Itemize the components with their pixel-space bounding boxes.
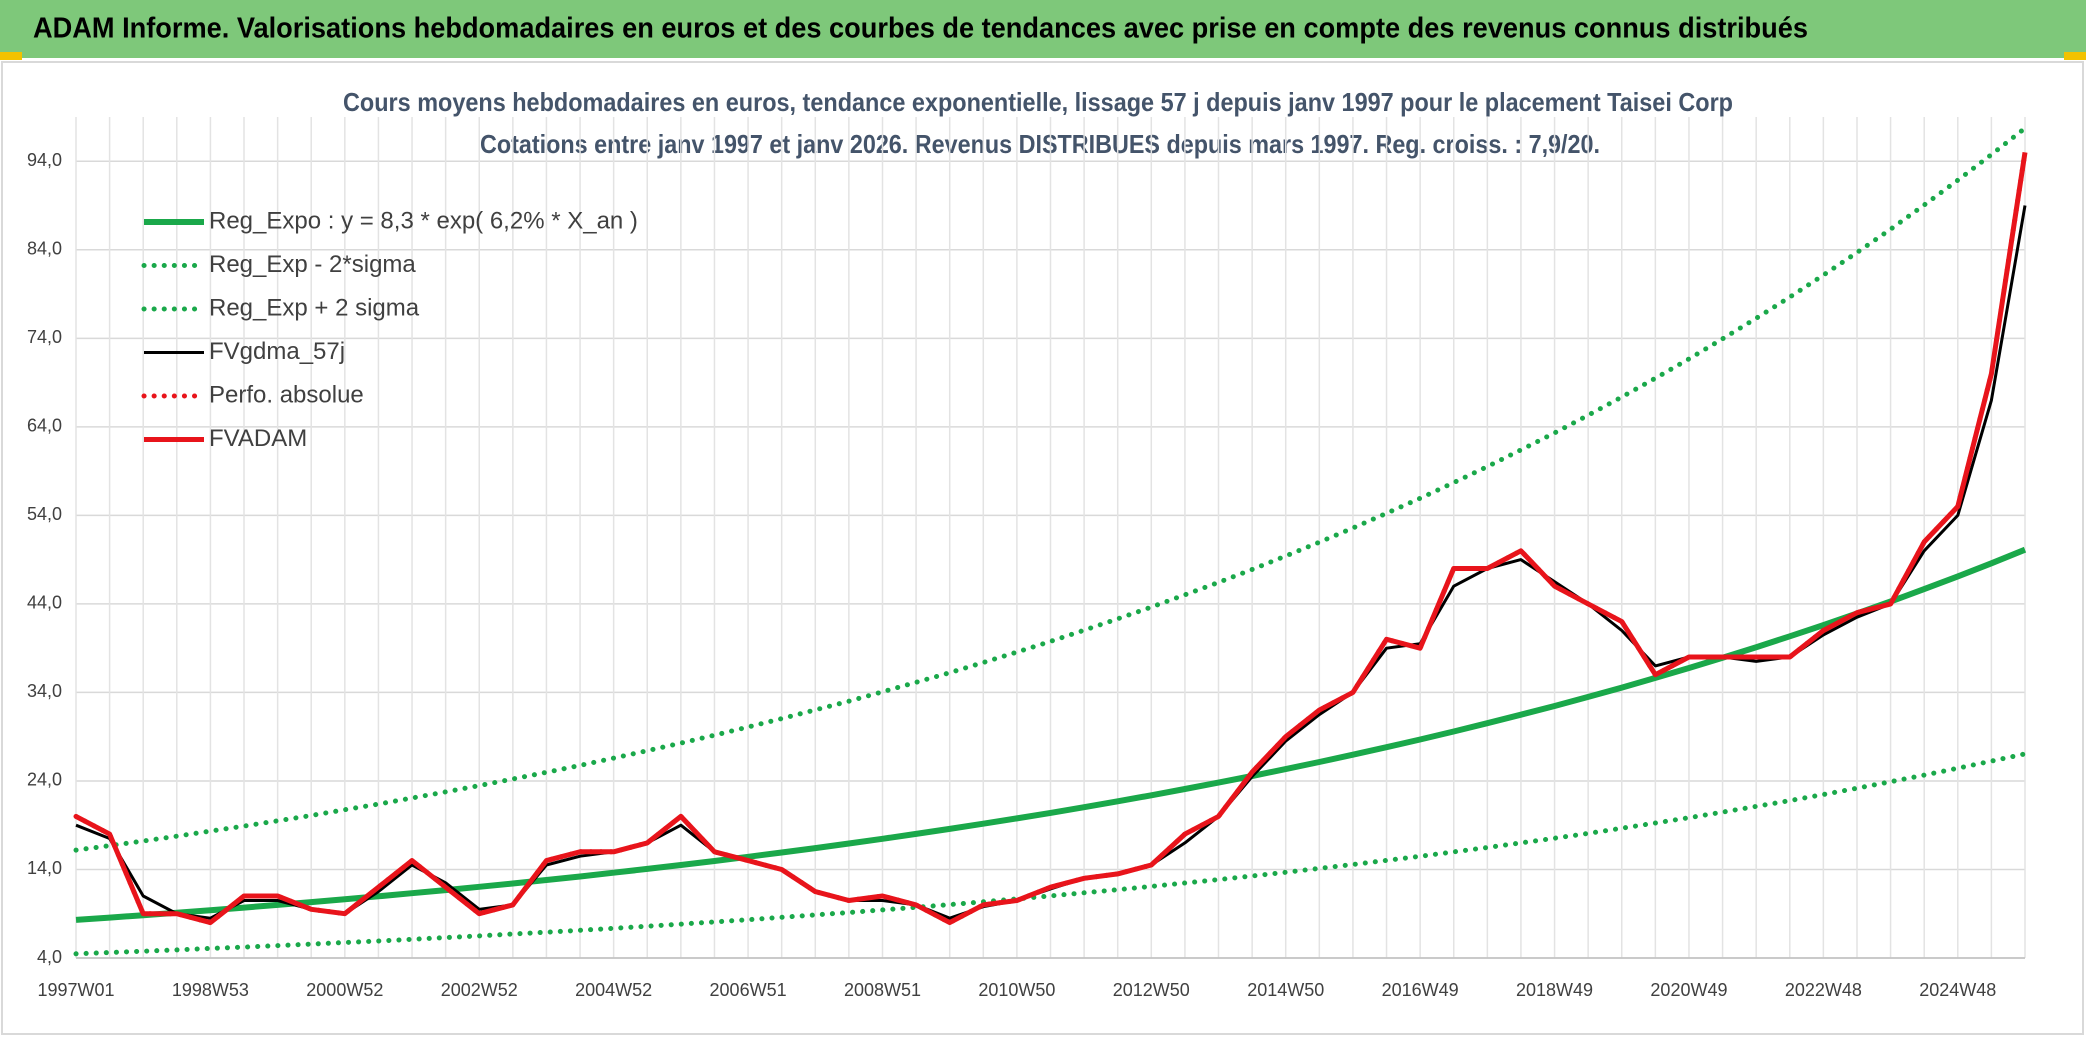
x-tick-label: 2008W51 <box>844 980 921 1000</box>
series-line <box>73 125 2028 853</box>
plot <box>73 125 2028 957</box>
series-line <box>75 546 2027 923</box>
legend: Reg_Expo : y = 8,3 * exp( 6,2% * X_an ) R… <box>141 207 638 452</box>
x-tick-label: 2004W52 <box>575 980 652 1000</box>
y-tick-label: 24,0 <box>27 770 62 790</box>
x-tick-label: 2022W48 <box>1785 980 1862 1000</box>
x-tick-label: 2006W51 <box>710 980 787 1000</box>
y-tick-label: 4,0 <box>37 947 62 967</box>
x-tick-label: 2002W52 <box>441 980 518 1000</box>
legend-label: FVADAM <box>209 425 307 452</box>
x-tick-label: 1998W53 <box>172 980 249 1000</box>
corner-mark <box>2064 52 2086 60</box>
header-title: ADAM Informe. Valorisations hebdomadaire… <box>33 13 1808 45</box>
y-tick-label: 54,0 <box>27 504 62 524</box>
legend-label: Reg_Exp - 2*sigma <box>209 251 416 278</box>
legend-label: FVgdma_57j <box>209 338 345 365</box>
corner-mark <box>0 52 22 60</box>
legend-label: Reg_Exp + 2 sigma <box>209 294 420 321</box>
y-tick-label: 64,0 <box>27 416 62 436</box>
y-tick-label: 44,0 <box>27 593 62 613</box>
chart-border <box>1 61 2084 1035</box>
chart-title: Cours moyens hebdomadaires en euros, ten… <box>343 87 1733 117</box>
legend-label: Perfo. absolue <box>209 381 364 408</box>
x-tick-label: 2020W49 <box>1650 980 1727 1000</box>
x-tick-label: 2018W49 <box>1516 980 1593 1000</box>
y-tick-label: 34,0 <box>27 681 62 701</box>
y-tick-label: 14,0 <box>27 858 62 878</box>
header-bar <box>0 0 2086 58</box>
y-tick-label: 84,0 <box>27 239 62 259</box>
x-tick-label: 2000W52 <box>306 980 383 1000</box>
y-tick-label: 94,0 <box>27 150 62 170</box>
y-tick-label: 74,0 <box>27 327 62 347</box>
legend-label: Reg_Expo : y = 8,3 * exp( 6,2% * X_an ) <box>209 207 638 234</box>
series-line <box>74 152 2028 926</box>
x-tick-label: 1997W01 <box>37 980 114 1000</box>
x-tick-label: 2014W50 <box>1247 980 1324 1000</box>
grid: 4,0 14,0 24,0 34,0 44,0 54,0 64,0 74,0 84,0 94,0 1… <box>27 117 2026 1000</box>
x-tick-label: 2012W50 <box>1113 980 1190 1000</box>
series-line <box>73 751 2028 957</box>
chart-subtitle: Cotations entre janv 1997 et janv 2026. … <box>480 129 1600 159</box>
x-tick-label: 2016W49 <box>1382 980 1459 1000</box>
x-tick-label: 2010W50 <box>978 980 1055 1000</box>
x-tick-label: 2024W48 <box>1919 980 1996 1000</box>
